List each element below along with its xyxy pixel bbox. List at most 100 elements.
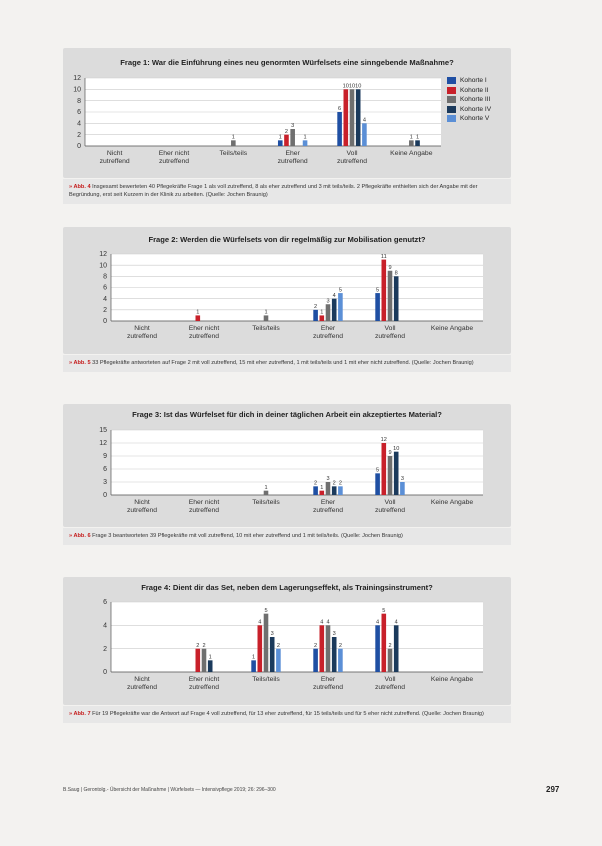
chart-legend: Kohorte I Kohorte II Kohorte III Kohorte… [447, 76, 491, 124]
bar [195, 648, 201, 672]
bar [263, 490, 269, 495]
bar [381, 443, 387, 495]
y-tick-label: 6 [77, 109, 81, 116]
y-tick-label: 10 [73, 87, 81, 94]
x-tick-label: Voll [385, 676, 396, 683]
bar [349, 89, 355, 146]
figure-caption-1: » Abb. 4 Insgesamt bewerteten 40 Pflegek… [63, 179, 511, 204]
data-label: 5 [339, 287, 342, 293]
bar [313, 648, 318, 672]
data-label: 2 [196, 643, 199, 649]
x-tick-label: zutreffend [313, 507, 343, 514]
plot-area [111, 430, 483, 495]
chart-panel-3: Frage 3: Ist das Würfelset für dich in d… [63, 404, 511, 527]
bar [319, 315, 325, 321]
data-label: 10 [349, 84, 355, 90]
x-tick-label: Voll [385, 325, 396, 332]
data-label: 9 [388, 450, 391, 456]
data-label: 1 [264, 485, 267, 491]
bar [387, 648, 393, 672]
bar [319, 625, 325, 672]
y-tick-label: 6 [103, 466, 107, 473]
chart-title-3: Frage 3: Ist das Würfelset für dich in d… [132, 410, 442, 419]
x-tick-label: Eher [321, 676, 336, 683]
x-tick-label: zutreffend [127, 684, 157, 691]
bar [381, 259, 387, 321]
y-tick-label: 4 [77, 121, 81, 128]
x-tick-label: zutreffend [313, 684, 343, 691]
bar [319, 490, 325, 495]
x-tick-label: zutreffend [189, 507, 219, 514]
bar [277, 140, 283, 146]
bar [331, 637, 337, 672]
data-label: 4 [258, 620, 261, 626]
bar [355, 89, 361, 146]
legend-item-kohorte-4: Kohorte IV [447, 105, 491, 115]
data-label: 3 [291, 123, 294, 129]
data-label: 1 [209, 655, 212, 661]
data-label: 5 [376, 468, 379, 474]
data-label: 9 [388, 265, 391, 271]
data-label: 4 [363, 118, 366, 124]
data-label: 1 [304, 135, 307, 141]
x-tick-label: Teils/teils [220, 150, 248, 157]
data-label: 6 [338, 106, 341, 112]
chart-title-4: Frage 4: Dient dir das Set, neben dem La… [141, 583, 433, 592]
data-label: 1 [264, 310, 267, 316]
y-tick-label: 4 [103, 623, 107, 630]
data-label: 1 [196, 310, 199, 316]
y-tick-label: 8 [103, 274, 107, 281]
y-tick-label: 12 [99, 440, 107, 447]
data-label: 1 [416, 135, 419, 141]
bar [338, 293, 343, 321]
chart-panel-1: Frage 1: War die Einführung eines neu ge… [63, 48, 511, 178]
y-tick-label: 3 [103, 479, 107, 486]
bar [313, 309, 318, 321]
data-label: 3 [326, 298, 329, 304]
bar [338, 648, 343, 672]
bar [415, 140, 420, 146]
x-tick-label: Teils/teils [252, 499, 280, 506]
x-tick-label: Nicht [134, 499, 150, 506]
data-label: 1 [252, 655, 255, 661]
data-label: 2 [285, 129, 288, 135]
x-tick-label: Nicht [134, 676, 150, 683]
bar [409, 140, 414, 146]
y-tick-label: 4 [103, 296, 107, 303]
data-label: 2 [314, 304, 317, 310]
plot-area [111, 602, 483, 672]
x-tick-label: zutreffend [189, 684, 219, 691]
page-number: 297 [546, 785, 560, 794]
figure-4: Frage 4: Dient dir das Set, neben dem La… [63, 577, 511, 723]
bar [375, 625, 380, 672]
figure-3: Frage 3: Ist das Würfelset für dich in d… [63, 404, 511, 545]
y-tick-label: 2 [103, 307, 107, 314]
data-label: 2 [339, 481, 342, 487]
bar [337, 112, 342, 146]
data-label: 4 [326, 620, 329, 626]
bar [393, 276, 399, 321]
bar [284, 134, 289, 146]
data-label: 3 [271, 631, 274, 637]
x-tick-label: Voll [347, 150, 358, 157]
data-label: 11 [381, 254, 387, 260]
x-tick-label: Eher nicht [189, 676, 220, 683]
x-tick-label: zutreffend [278, 158, 308, 165]
y-tick-label: 12 [99, 251, 107, 258]
data-label: 4 [320, 620, 323, 626]
figure-2: Frage 2: Werden die Würfelsets von dir r… [63, 227, 511, 372]
x-tick-label: Voll [385, 499, 396, 506]
x-tick-label: Keine Angabe [431, 676, 474, 683]
x-tick-label: Teils/teils [252, 325, 280, 332]
y-tick-label: 0 [103, 492, 107, 499]
legend-item-kohorte-3: Kohorte III [447, 95, 491, 105]
bar [343, 89, 349, 146]
bar [195, 315, 201, 321]
bar [290, 129, 295, 146]
bar [231, 140, 236, 146]
x-tick-label: Keine Angabe [431, 499, 474, 506]
y-tick-label: 2 [77, 132, 81, 139]
bar [393, 451, 399, 495]
